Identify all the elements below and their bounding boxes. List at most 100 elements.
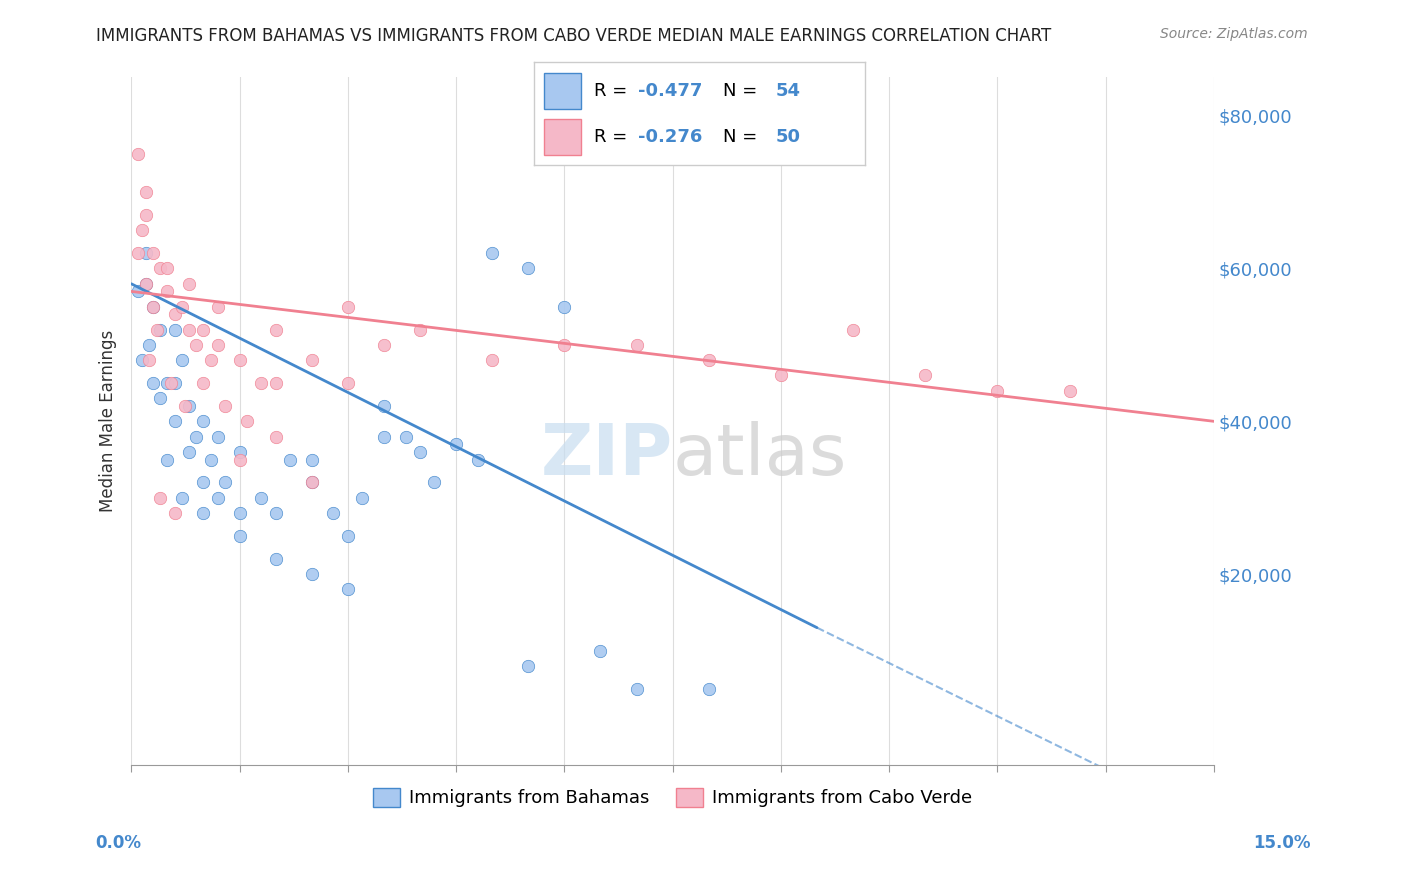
Point [193,506,215,520]
Point [138,353,160,368]
Point [142,300,165,314]
Point [214,399,236,413]
Point [264,506,287,520]
Point [149,261,172,276]
Text: atlas: atlas [672,421,846,491]
Point [177,277,200,291]
Point [135,208,157,222]
Point [322,506,344,520]
Text: N =: N = [723,128,762,145]
Text: 54: 54 [776,82,800,100]
Point [135,277,157,291]
Point [149,491,172,505]
Point [517,658,540,673]
Point [914,368,936,383]
Point [193,376,215,390]
Bar [544,73,581,109]
Point [177,399,200,413]
Point [207,300,229,314]
Point [170,300,193,314]
Point [409,323,432,337]
Point [163,506,186,520]
Point [589,643,612,657]
Point [156,376,179,390]
Point [336,300,359,314]
Point [163,376,186,390]
Point [135,277,157,291]
Point [127,146,149,161]
Text: N =: N = [723,82,762,100]
Point [481,246,503,260]
Point [250,491,273,505]
Point [697,681,720,696]
Point [301,475,323,490]
Point [149,323,172,337]
Point [156,261,179,276]
Point [177,323,200,337]
Point [142,246,165,260]
Point [214,475,236,490]
Point [373,399,395,413]
Text: -0.276: -0.276 [638,128,703,145]
Text: 0.0%: 0.0% [96,834,142,852]
Point [373,338,395,352]
Point [186,338,208,352]
Point [200,353,222,368]
Point [336,582,359,597]
Point [553,338,575,352]
Text: -0.477: -0.477 [638,82,703,100]
Y-axis label: Median Male Earnings: Median Male Earnings [100,330,117,512]
Point [193,414,215,428]
Text: 15.0%: 15.0% [1253,834,1310,852]
Point [235,414,257,428]
Text: ZIP: ZIP [540,421,672,491]
Point [1059,384,1081,398]
Point [156,285,179,299]
Point [135,246,157,260]
Text: R =: R = [593,82,633,100]
Text: 50: 50 [776,128,800,145]
Point [163,323,186,337]
Bar [544,119,581,155]
Point [156,452,179,467]
Point [174,399,197,413]
Point [138,338,160,352]
Point [626,681,648,696]
Point [769,368,792,383]
Point [228,506,250,520]
Point [264,323,287,337]
Point [278,452,301,467]
Point [264,552,287,566]
Point [207,491,229,505]
Point [264,376,287,390]
Point [207,338,229,352]
Point [467,452,489,467]
Text: IMMIGRANTS FROM BAHAMAS VS IMMIGRANTS FROM CABO VERDE MEDIAN MALE EARNINGS CORRE: IMMIGRANTS FROM BAHAMAS VS IMMIGRANTS FR… [96,27,1050,45]
Point [142,300,165,314]
Point [149,392,172,406]
Point [200,452,222,467]
Point [517,261,540,276]
Point [986,384,1008,398]
Point [301,475,323,490]
Point [301,353,323,368]
Point [170,491,193,505]
Point [697,353,720,368]
Point [444,437,467,451]
Point [409,445,432,459]
Point [228,445,250,459]
Point [131,223,153,237]
Point [373,429,395,443]
Point [163,414,186,428]
Point [186,429,208,443]
Point [301,452,323,467]
Point [131,353,153,368]
Point [336,529,359,543]
Point [336,376,359,390]
Point [228,353,250,368]
Point [127,246,149,260]
Point [207,429,229,443]
Point [553,300,575,314]
Point [193,475,215,490]
Point [135,185,157,199]
